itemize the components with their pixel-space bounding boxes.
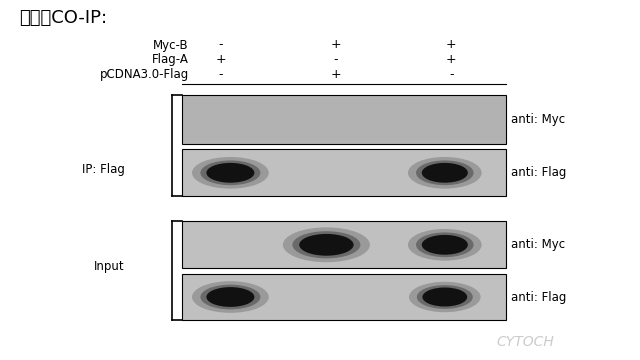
Bar: [182, 274, 506, 320]
Text: anti: Myc: anti: Myc: [511, 113, 565, 126]
Ellipse shape: [408, 157, 482, 189]
Text: +: +: [446, 39, 456, 51]
Text: -: -: [218, 68, 223, 81]
Ellipse shape: [422, 235, 468, 255]
Bar: [182, 149, 506, 196]
Bar: [182, 95, 506, 144]
Bar: [182, 221, 506, 268]
Ellipse shape: [408, 229, 482, 261]
Text: -: -: [449, 68, 454, 81]
Ellipse shape: [206, 287, 254, 307]
Text: Myc-B: Myc-B: [153, 39, 189, 51]
Text: -: -: [218, 39, 223, 51]
Ellipse shape: [422, 163, 468, 183]
Ellipse shape: [409, 282, 481, 312]
Text: Input: Input: [94, 260, 125, 273]
Text: +: +: [331, 68, 341, 81]
Text: 外源性CO-IP:: 外源性CO-IP:: [19, 9, 108, 27]
Text: IP: Flag: IP: Flag: [82, 163, 125, 176]
Ellipse shape: [417, 285, 473, 309]
Ellipse shape: [206, 163, 254, 183]
Text: +: +: [446, 53, 456, 66]
Ellipse shape: [200, 285, 260, 309]
Text: pCDNA3.0-Flag: pCDNA3.0-Flag: [100, 68, 189, 81]
Ellipse shape: [283, 228, 370, 262]
Text: -: -: [333, 53, 339, 66]
Text: anti: Flag: anti: Flag: [511, 291, 566, 303]
Text: Flag-A: Flag-A: [152, 53, 189, 66]
Ellipse shape: [192, 281, 269, 313]
Text: +: +: [216, 53, 226, 66]
Ellipse shape: [416, 161, 474, 185]
Text: +: +: [331, 39, 341, 51]
Text: anti: Myc: anti: Myc: [511, 238, 565, 251]
Text: anti: Flag: anti: Flag: [511, 166, 566, 179]
Ellipse shape: [416, 233, 474, 257]
Ellipse shape: [192, 157, 269, 189]
Ellipse shape: [422, 288, 467, 306]
Ellipse shape: [300, 234, 353, 256]
Ellipse shape: [200, 161, 260, 185]
Ellipse shape: [292, 231, 360, 258]
Text: CYTOCH: CYTOCH: [496, 335, 554, 349]
